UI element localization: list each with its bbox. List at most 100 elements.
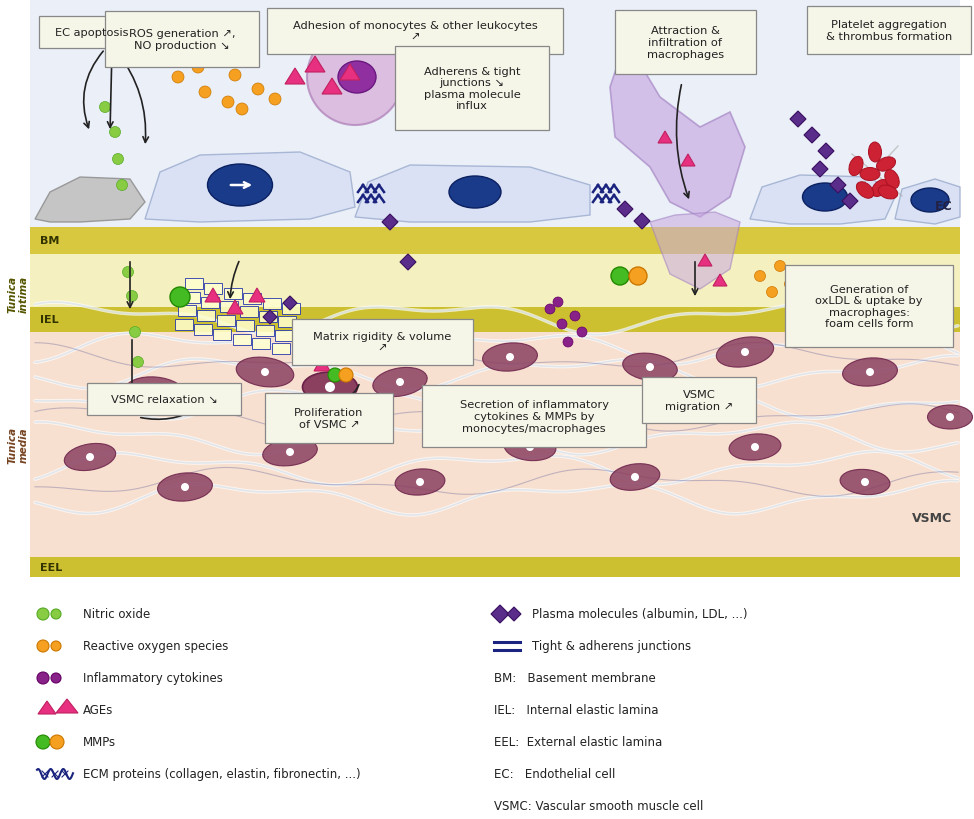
FancyBboxPatch shape — [174, 319, 193, 330]
Polygon shape — [38, 701, 56, 714]
FancyBboxPatch shape — [205, 283, 222, 295]
Circle shape — [86, 454, 94, 461]
Polygon shape — [56, 699, 78, 713]
Text: AGEs: AGEs — [83, 704, 113, 717]
FancyBboxPatch shape — [30, 557, 960, 577]
Polygon shape — [249, 288, 265, 303]
Circle shape — [132, 357, 143, 368]
Polygon shape — [818, 144, 834, 160]
Ellipse shape — [338, 62, 376, 94]
Polygon shape — [314, 358, 330, 372]
Ellipse shape — [843, 359, 897, 387]
Circle shape — [545, 305, 555, 314]
Circle shape — [151, 388, 159, 396]
Circle shape — [181, 483, 189, 491]
FancyBboxPatch shape — [105, 12, 259, 68]
Ellipse shape — [482, 343, 538, 372]
Polygon shape — [205, 288, 221, 303]
Circle shape — [526, 443, 534, 451]
Circle shape — [629, 268, 647, 286]
FancyBboxPatch shape — [185, 278, 203, 290]
Ellipse shape — [884, 170, 899, 189]
FancyBboxPatch shape — [30, 0, 960, 228]
Circle shape — [192, 62, 204, 74]
Text: Reactive oxygen species: Reactive oxygen species — [83, 640, 228, 653]
Circle shape — [946, 414, 954, 422]
Circle shape — [37, 672, 49, 684]
FancyBboxPatch shape — [255, 325, 274, 337]
FancyBboxPatch shape — [30, 308, 960, 333]
FancyBboxPatch shape — [87, 383, 241, 415]
Text: EEL:  External elastic lamina: EEL: External elastic lamina — [494, 735, 662, 749]
FancyBboxPatch shape — [181, 292, 200, 303]
Text: Plasma molecules (albumin, LDL, ...): Plasma molecules (albumin, LDL, ...) — [532, 608, 747, 621]
FancyBboxPatch shape — [0, 0, 974, 577]
Text: BM: BM — [40, 236, 59, 247]
Text: Adhesion of monocytes & other leukocytes
↗: Adhesion of monocytes & other leukocytes… — [292, 21, 538, 43]
Ellipse shape — [716, 337, 773, 368]
FancyBboxPatch shape — [615, 11, 756, 75]
Circle shape — [269, 94, 281, 106]
Circle shape — [557, 319, 567, 329]
FancyBboxPatch shape — [178, 305, 196, 317]
FancyBboxPatch shape — [267, 9, 563, 55]
Polygon shape — [650, 213, 740, 290]
Polygon shape — [713, 274, 727, 287]
Circle shape — [199, 87, 211, 99]
Circle shape — [236, 104, 248, 115]
FancyBboxPatch shape — [30, 333, 960, 557]
Ellipse shape — [263, 438, 318, 466]
Polygon shape — [400, 255, 416, 270]
Circle shape — [506, 354, 514, 361]
Circle shape — [646, 364, 654, 372]
Polygon shape — [895, 180, 960, 224]
Polygon shape — [227, 301, 243, 314]
Circle shape — [861, 478, 869, 486]
Circle shape — [767, 287, 777, 298]
Polygon shape — [698, 255, 712, 267]
Circle shape — [130, 327, 140, 338]
Circle shape — [286, 449, 294, 456]
Circle shape — [611, 268, 629, 286]
Text: VSMC: Vascular smooth muscle cell: VSMC: Vascular smooth muscle cell — [494, 799, 703, 812]
FancyBboxPatch shape — [198, 310, 215, 322]
Circle shape — [51, 641, 61, 651]
Text: EC: EC — [934, 199, 952, 212]
FancyBboxPatch shape — [422, 386, 646, 447]
Circle shape — [261, 369, 269, 377]
FancyBboxPatch shape — [292, 319, 473, 365]
FancyBboxPatch shape — [265, 393, 393, 443]
Polygon shape — [285, 69, 305, 85]
Circle shape — [751, 443, 759, 451]
Ellipse shape — [125, 378, 185, 408]
FancyBboxPatch shape — [642, 378, 756, 423]
Ellipse shape — [927, 405, 972, 429]
Ellipse shape — [860, 168, 880, 181]
Ellipse shape — [730, 434, 781, 460]
Circle shape — [37, 609, 49, 620]
Circle shape — [741, 349, 749, 356]
Ellipse shape — [879, 186, 898, 200]
FancyBboxPatch shape — [39, 17, 145, 49]
Circle shape — [37, 640, 49, 652]
Text: ECM proteins (collagen, elastin, fibronectin, ...): ECM proteins (collagen, elastin, fibrone… — [83, 767, 360, 781]
Circle shape — [252, 84, 264, 96]
Polygon shape — [812, 162, 828, 178]
Circle shape — [631, 473, 639, 482]
Circle shape — [172, 72, 184, 84]
Ellipse shape — [505, 434, 556, 461]
Text: Generation of
oxLDL & uptake by
macrophages:
foam cells form: Generation of oxLDL & uptake by macropha… — [815, 284, 922, 329]
Circle shape — [553, 297, 563, 308]
Circle shape — [784, 279, 796, 290]
Circle shape — [51, 673, 61, 683]
Circle shape — [170, 287, 190, 308]
Ellipse shape — [856, 183, 874, 199]
Ellipse shape — [877, 158, 895, 172]
FancyBboxPatch shape — [279, 317, 296, 328]
Polygon shape — [263, 310, 277, 324]
Circle shape — [416, 478, 424, 486]
Text: Tunica
intima: Tunica intima — [7, 275, 29, 312]
Text: IEL: IEL — [40, 315, 58, 325]
Polygon shape — [145, 153, 355, 223]
Polygon shape — [35, 178, 145, 223]
